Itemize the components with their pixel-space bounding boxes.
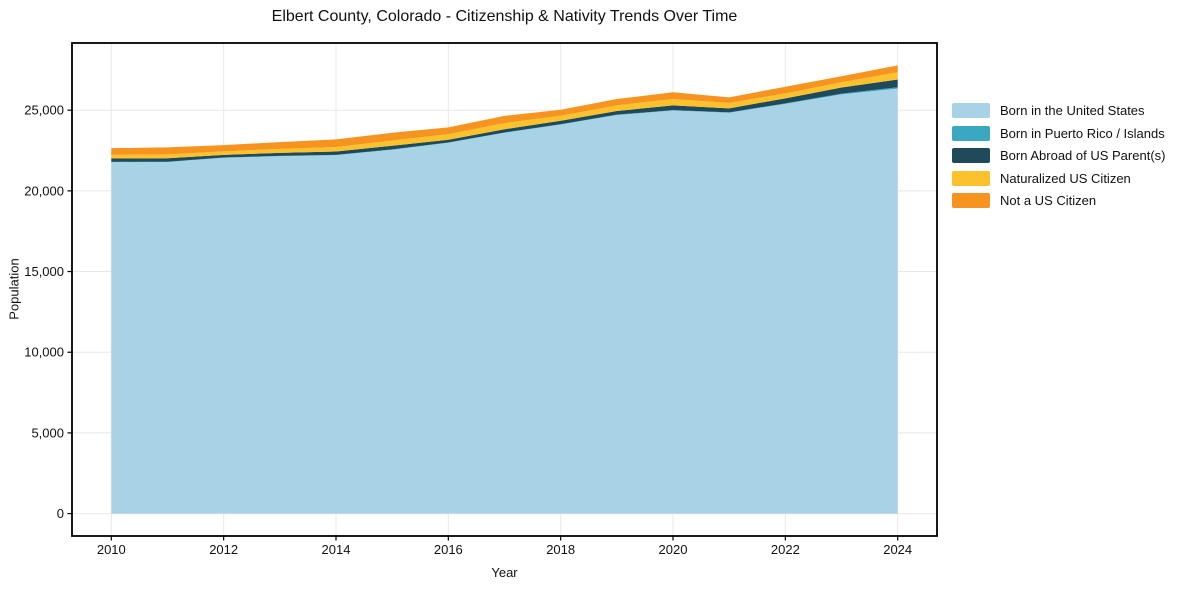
chart-title: Elbert County, Colorado - Citizenship & … xyxy=(271,8,738,25)
x-axis-label: Year xyxy=(491,565,518,580)
legend-swatch xyxy=(952,125,990,141)
x-tick-label: 2014 xyxy=(322,542,351,557)
legend-item: Born in the United States xyxy=(952,103,1165,118)
legend-swatch xyxy=(952,193,990,208)
x-tick-label: 2016 xyxy=(434,542,463,557)
legend-label: Born Abroad of US Parent(s) xyxy=(1000,148,1166,163)
y-tick-label: 20,000 xyxy=(24,183,64,198)
y-tick-label: 0 xyxy=(57,506,64,521)
legend-label: Born in the United States xyxy=(1000,103,1145,118)
y-tick-label: 25,000 xyxy=(24,103,64,118)
y-tick-label: 5,000 xyxy=(31,425,64,440)
legend-item: Born Abroad of US Parent(s) xyxy=(952,148,1165,163)
x-tick-label: 2012 xyxy=(209,542,238,557)
area-series xyxy=(111,88,898,514)
legend-swatch xyxy=(952,148,990,163)
legend-item: Born in Puerto Rico / Islands xyxy=(952,125,1165,141)
legend-label: Not a US Citizen xyxy=(1000,193,1097,208)
y-tick-label: 10,000 xyxy=(24,345,64,360)
x-tick-label: 2018 xyxy=(546,542,575,557)
x-tick-label: 2022 xyxy=(771,542,800,557)
legend-swatch xyxy=(952,170,990,186)
legend-item: Naturalized US Citizen xyxy=(952,170,1165,186)
legend-label: Naturalized US Citizen xyxy=(1000,170,1131,186)
x-tick-label: 2010 xyxy=(97,542,126,557)
y-tick-label: 15,000 xyxy=(24,264,64,279)
x-tick-label: 2020 xyxy=(659,542,688,557)
legend-item: Not a US Citizen xyxy=(952,193,1165,208)
x-tick-label: 2024 xyxy=(883,542,912,557)
axes-frame xyxy=(71,42,938,537)
legend-swatch xyxy=(952,103,990,118)
legend: Born in the United States Born in Puerto … xyxy=(952,103,1165,216)
legend-label: Born in Puerto Rico / Islands xyxy=(1000,125,1165,141)
